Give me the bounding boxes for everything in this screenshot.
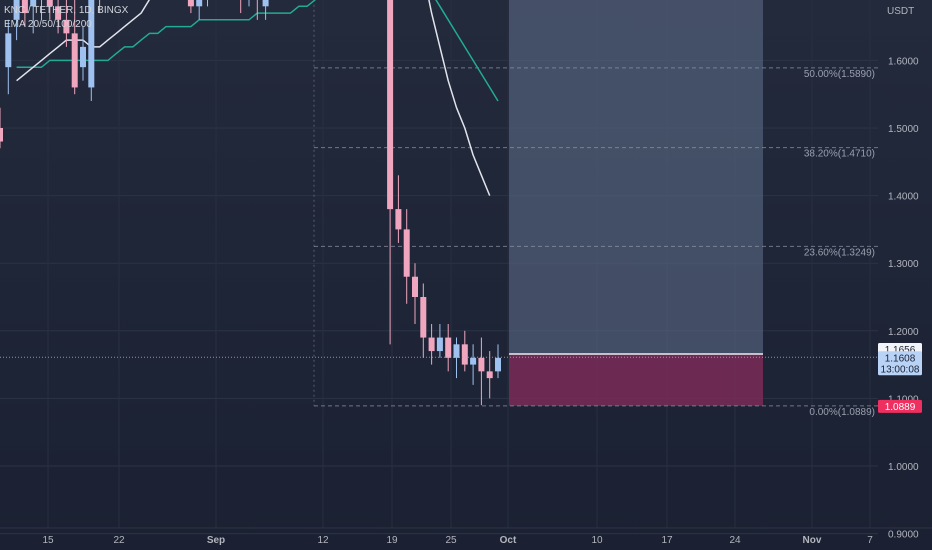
x-axis-tick: 25: [445, 535, 457, 546]
candle-up: [470, 357, 477, 365]
fib-level-label: 0.00%(1.0889): [809, 407, 875, 418]
x-axis-tick: Nov: [803, 535, 822, 546]
y-axis-tick: 1.0000: [888, 462, 919, 473]
x-axis-tick: 10: [591, 535, 603, 546]
target-zone: [509, 0, 763, 355]
candle-down: [187, 0, 194, 7]
candle-up: [88, 0, 95, 88]
candle-down: [395, 209, 402, 230]
y-axis-tick: 0.9000: [888, 530, 919, 541]
candle-down: [55, 6, 62, 20]
candle-down: [46, 0, 53, 7]
candle-up: [495, 357, 501, 372]
entry-price-tag-text: 1.1656: [885, 345, 916, 356]
candle-down: [420, 297, 427, 338]
candle-down: [387, 0, 394, 210]
candle-down: [0, 128, 3, 142]
current-price-tag-text: 1.1608: [885, 353, 916, 364]
candle-down: [428, 337, 435, 352]
x-axis-tick: 22: [113, 535, 125, 546]
candle-up: [5, 33, 12, 68]
y-axis-tick: 1.1000: [888, 394, 919, 405]
x-axis[interactable]: 15 22 Sep 12 19 25 Oct 10 17 24 Nov 7: [0, 527, 932, 546]
current-price-tag-bg: [878, 351, 922, 376]
candle-down: [478, 357, 485, 372]
y-axis-tick: 1.3000: [888, 259, 919, 270]
x-axis-tick: 24: [729, 535, 741, 546]
ema-fast-line: [16, 0, 491, 196]
candle-down: [461, 344, 468, 365]
ema-indicator-label[interactable]: EMA 20/50/100/200: [4, 19, 92, 30]
stop-price-tag-text: 1.0889: [885, 402, 916, 413]
candle-up: [13, 0, 20, 20]
x-axis-tick: Sep: [207, 535, 225, 546]
candle-up: [453, 344, 460, 358]
x-axis-tick: 17: [661, 535, 673, 546]
candle-up: [196, 0, 203, 7]
symbol-title[interactable]: KNC / TETHER, 1D, BINGX: [4, 5, 129, 16]
x-axis-tick: 12: [317, 535, 329, 546]
candle-down: [71, 33, 78, 88]
candle-up: [262, 0, 269, 7]
stop-zone: [509, 354, 763, 406]
y-axis[interactable]: USDT 0.9000 1.0000 1.1000 1.2000 1.3000 1.4000…: [887, 0, 919, 541]
x-axis-tick: 7: [867, 535, 873, 546]
y-axis-tick: 1.6000: [888, 56, 919, 67]
candle-up: [436, 337, 443, 352]
position-zones[interactable]: [509, 0, 763, 406]
y-axis-tick: 1.4000: [888, 192, 919, 203]
y-axis-currency: USDT: [887, 6, 914, 17]
y-axis-tick: 1.2000: [888, 327, 919, 338]
candle-down: [63, 19, 70, 34]
candle-down: [21, 0, 28, 14]
candle-up: [30, 0, 37, 7]
fibonacci-layer[interactable]: 127.20%(2.3612)100.00%(2.0891)78.60%(1.8…: [313, 0, 878, 418]
candle-down: [403, 229, 410, 277]
fib-level-label: 50.00%(1.5890): [804, 69, 875, 80]
candles-layer: [0, 0, 501, 406]
x-axis-tick: 19: [386, 535, 398, 546]
candle-down: [486, 371, 493, 379]
fib-level-label: 38.20%(1.4710): [804, 149, 875, 160]
candle-up: [80, 46, 86, 68]
stop-price-tag-bg: [878, 399, 922, 413]
current-price-tag-text: 13:00:08: [881, 364, 920, 375]
fib-level-label: 23.60%(1.3249): [804, 247, 875, 258]
x-axis-tick: 15: [42, 535, 54, 546]
candle-down: [412, 276, 418, 297]
y-axis-tick: 1.5000: [888, 124, 919, 135]
candle-down: [445, 337, 452, 358]
x-axis-tick: Oct: [500, 535, 517, 546]
